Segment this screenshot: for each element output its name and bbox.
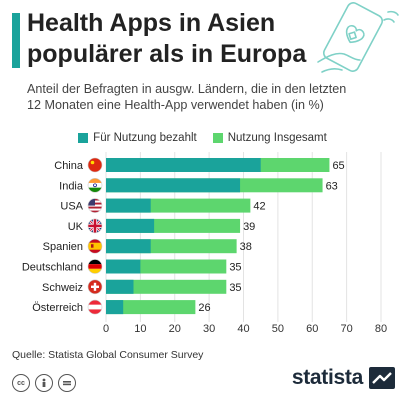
x-tick-label: 30 bbox=[203, 323, 215, 335]
no-derivatives-icon[interactable] bbox=[58, 374, 76, 392]
data-label: 65 bbox=[332, 160, 344, 172]
category-label: Deutschland bbox=[22, 262, 83, 274]
legend-swatch-paid bbox=[78, 133, 89, 143]
data-label: 39 bbox=[243, 221, 255, 233]
category-label: Schweiz bbox=[42, 282, 83, 294]
category-label: China bbox=[54, 160, 84, 172]
legend-item-paid: Für Nutzung bezahlt bbox=[78, 130, 197, 146]
health-phone-illustration bbox=[317, 2, 399, 73]
bar-paid bbox=[106, 158, 261, 172]
title-accent-bar bbox=[12, 13, 20, 68]
flag-switzerland-icon bbox=[87, 279, 103, 295]
data-label: 35 bbox=[229, 262, 241, 274]
x-tick-label: 40 bbox=[237, 323, 249, 335]
x-tick-label: 70 bbox=[341, 323, 353, 335]
bar-paid bbox=[106, 178, 241, 193]
source-note: Quelle: Statista Global Consumer Survey bbox=[12, 349, 204, 361]
flag-usa-icon bbox=[87, 198, 103, 213]
category-label: UK bbox=[68, 221, 84, 233]
chart-legend: Für Nutzung bezahlt Nutzung Insgesamt bbox=[0, 130, 405, 146]
x-tick-label: 10 bbox=[134, 323, 146, 335]
bar-paid bbox=[106, 239, 151, 254]
subtitle-line-1: Anteil der Befragten in ausgw. Ländern, … bbox=[27, 82, 347, 96]
data-label: 63 bbox=[326, 180, 338, 192]
brand-name: statista bbox=[291, 366, 363, 389]
bar-paid bbox=[106, 300, 124, 315]
bar-total bbox=[106, 279, 227, 294]
x-tick-label: 50 bbox=[272, 323, 284, 335]
flag-austria-icon bbox=[87, 299, 103, 315]
bar-chart: 0 10 20 30 40 50 60 70 80 China 65 India 63 USA 42 UK 39… bbox=[22, 152, 387, 335]
title-line-1: Health Apps in Asien bbox=[27, 9, 276, 37]
creative-commons-icon[interactable]: cc bbox=[12, 374, 30, 392]
brand-logo[interactable]: statista bbox=[292, 366, 395, 390]
x-tick-label: 80 bbox=[375, 323, 387, 335]
attribution-icon[interactable] bbox=[35, 374, 53, 392]
bar-paid bbox=[106, 259, 141, 274]
flag-china-icon bbox=[87, 157, 103, 173]
license-icons: cc bbox=[12, 374, 76, 392]
data-label: 42 bbox=[253, 201, 265, 213]
flag-germany-icon bbox=[87, 259, 103, 274]
statista-logo-icon bbox=[369, 367, 395, 389]
category-label: Spanien bbox=[43, 241, 83, 253]
x-tick-label: 20 bbox=[169, 323, 181, 335]
bar-paid bbox=[106, 198, 151, 213]
chart-title: Health Apps in Asien populärer als in Eu… bbox=[27, 8, 307, 70]
flag-uk-icon bbox=[87, 218, 103, 234]
category-label: Österreich bbox=[32, 302, 83, 314]
legend-label-paid: Für Nutzung bezahlt bbox=[93, 132, 197, 144]
chart-subtitle: Anteil der Befragten in ausgw. Ländern, … bbox=[27, 81, 397, 113]
flag-spain-icon bbox=[87, 238, 103, 254]
legend-label-total: Nutzung Insgesamt bbox=[227, 132, 327, 144]
category-label: USA bbox=[60, 201, 83, 213]
data-label: 35 bbox=[229, 282, 241, 294]
data-label: 38 bbox=[240, 241, 252, 253]
legend-swatch-total bbox=[212, 133, 223, 143]
data-label: 26 bbox=[198, 302, 210, 314]
category-label: India bbox=[59, 180, 84, 192]
flag-india-icon bbox=[87, 178, 103, 193]
title-line-2: populärer als in Europa bbox=[27, 40, 307, 68]
bar-paid bbox=[106, 279, 134, 294]
x-tick-label: 60 bbox=[306, 323, 318, 335]
subtitle-line-2: 12 Monaten eine Health-App verwendet hab… bbox=[27, 98, 324, 112]
x-tick-label: 0 bbox=[103, 323, 109, 335]
bar-total bbox=[106, 300, 196, 315]
bar-paid bbox=[106, 218, 155, 233]
legend-item-total: Nutzung Insgesamt bbox=[212, 130, 327, 146]
